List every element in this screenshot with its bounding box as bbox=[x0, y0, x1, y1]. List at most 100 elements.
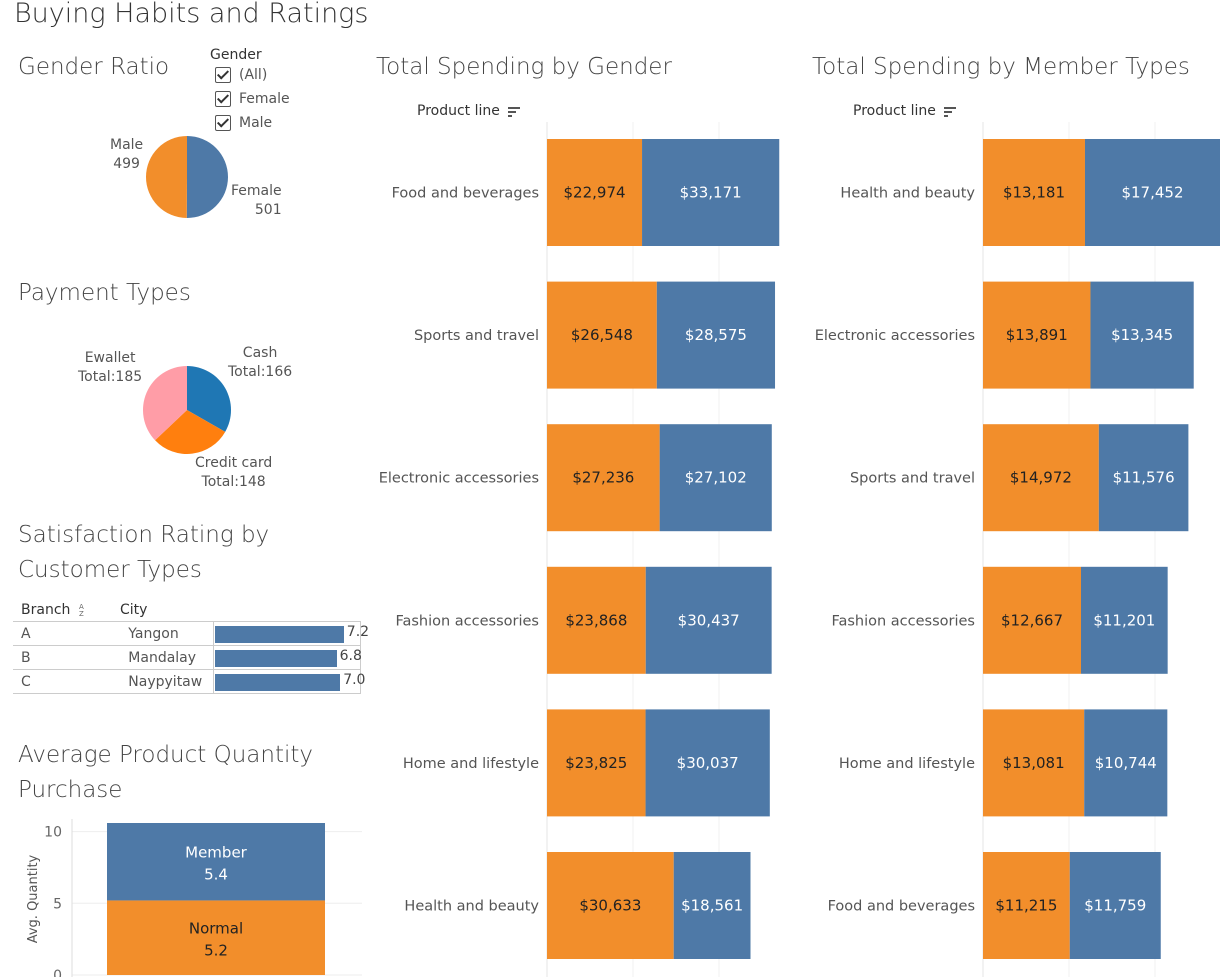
filter-option-all[interactable]: (All) bbox=[215, 63, 320, 87]
bar-segment-orange[interactable] bbox=[547, 709, 646, 817]
svg-text:Z: Z bbox=[79, 610, 84, 617]
bar-segment-orange[interactable] bbox=[983, 424, 1099, 532]
checkbox-checked-icon[interactable] bbox=[215, 67, 231, 83]
pie-label-female: Female 501 bbox=[231, 183, 282, 218]
pie-slice-credit-card[interactable] bbox=[155, 410, 226, 454]
pie-label-name: Female bbox=[231, 183, 282, 199]
rating-bar[interactable] bbox=[214, 650, 337, 667]
pie-label-value: Total:185 bbox=[78, 369, 143, 385]
column-header-city: City bbox=[120, 602, 148, 618]
city-cell: Naypyitaw bbox=[120, 669, 214, 694]
category-label: Electronic accessories bbox=[379, 471, 539, 487]
spending-gender-title: Total Spending by Gender bbox=[376, 54, 672, 80]
sort-az-icon[interactable]: A Z bbox=[79, 603, 87, 617]
rating-bar[interactable] bbox=[214, 626, 344, 643]
category-label: Electronic accessories bbox=[815, 328, 975, 344]
segment-value: 5.2 bbox=[204, 942, 228, 960]
data-label: $30,437 bbox=[678, 611, 740, 629]
category-label: Health and beauty bbox=[404, 899, 539, 915]
bar-segment-blue[interactable] bbox=[1081, 566, 1168, 674]
bar-segment-orange[interactable] bbox=[983, 281, 1091, 389]
sort-descending-icon[interactable] bbox=[944, 106, 957, 117]
pie-slice-female[interactable] bbox=[186, 136, 228, 218]
bar-segment-blue[interactable] bbox=[1098, 424, 1189, 532]
branch-cell: A bbox=[13, 621, 121, 646]
pie-label-value: 501 bbox=[254, 202, 282, 218]
sort-descending-icon[interactable] bbox=[508, 106, 521, 117]
data-label: $22,974 bbox=[564, 184, 626, 202]
y-tick-label: 10 bbox=[44, 825, 62, 841]
data-label: $33,171 bbox=[680, 184, 742, 202]
pie-label-ewallet: Ewallet Total:185 bbox=[78, 350, 142, 385]
bar-segment-orange[interactable] bbox=[983, 566, 1082, 674]
data-label: $10,744 bbox=[1095, 754, 1157, 772]
category-header-label: Product line bbox=[417, 103, 500, 119]
y-tick-label: 0 bbox=[53, 968, 62, 977]
spending-member-title: Total Spending by Member Types bbox=[812, 54, 1190, 80]
data-label: $11,215 bbox=[995, 897, 1057, 915]
avg-quantity-title: Average Product Quantity Purchase bbox=[18, 742, 313, 803]
category-label: Health and beauty bbox=[840, 186, 975, 202]
bar-segment-orange[interactable] bbox=[547, 424, 660, 532]
data-label: $27,236 bbox=[572, 469, 634, 487]
quantity-bar-normal[interactable] bbox=[107, 900, 325, 975]
bar-segment-orange[interactable] bbox=[983, 852, 1070, 959]
pie-label-cash: Cash Total:166 bbox=[228, 345, 292, 380]
gender-ratio-pie bbox=[145, 136, 228, 218]
pie-slice-ewallet[interactable] bbox=[142, 366, 187, 441]
branch-cell: C bbox=[13, 669, 121, 694]
bar-segment-blue[interactable] bbox=[1084, 709, 1168, 817]
checkbox-checked-icon[interactable] bbox=[215, 91, 231, 107]
bar-segment-blue[interactable] bbox=[1069, 852, 1161, 959]
bar-segment-orange[interactable] bbox=[547, 852, 674, 959]
data-label: $11,576 bbox=[1113, 469, 1175, 487]
bar-segment-blue[interactable] bbox=[659, 424, 772, 532]
product-line-header[interactable]: Product line bbox=[853, 103, 957, 119]
bar-segment-orange[interactable] bbox=[547, 139, 643, 246]
bar-segment-blue[interactable] bbox=[1084, 139, 1220, 246]
column-header-branch[interactable]: Branch A Z bbox=[21, 602, 87, 618]
rating-cell: 7.2 bbox=[212, 621, 369, 646]
bar-segment-blue[interactable] bbox=[656, 281, 776, 389]
filter-option-label: (All) bbox=[239, 67, 268, 83]
gender-filter: Gender (All) Female Male bbox=[210, 47, 320, 133]
bar-segment-blue[interactable] bbox=[1090, 281, 1194, 389]
data-label: $26,548 bbox=[571, 326, 633, 344]
pie-label-credit-card: Credit card Total:148 bbox=[195, 455, 272, 490]
bar-segment-orange[interactable] bbox=[983, 139, 1085, 246]
bar-segment-orange[interactable] bbox=[983, 709, 1085, 817]
table-row: A Yangon 7.2 bbox=[13, 621, 369, 646]
pie-slice-male[interactable] bbox=[145, 136, 187, 218]
category-label: Food and beverages bbox=[828, 899, 975, 915]
data-label: $18,561 bbox=[681, 897, 743, 915]
gender-filter-title: Gender bbox=[210, 47, 262, 63]
bar-segment-blue[interactable] bbox=[645, 709, 770, 817]
pie-label-male: Male 499 bbox=[110, 137, 143, 172]
data-label: $14,972 bbox=[1010, 469, 1072, 487]
table-row: C Naypyitaw 7.0 bbox=[13, 669, 365, 694]
filter-option-label: Female bbox=[239, 91, 290, 107]
quantity-bar-member[interactable] bbox=[107, 823, 325, 901]
category-label: Home and lifestyle bbox=[839, 756, 975, 772]
bar-segment-blue[interactable] bbox=[642, 139, 780, 246]
data-label: $13,181 bbox=[1003, 184, 1065, 202]
data-label: $23,825 bbox=[565, 754, 627, 772]
pie-slice-cash[interactable] bbox=[187, 366, 231, 432]
rating-bar[interactable] bbox=[214, 674, 341, 691]
bar-segment-blue[interactable] bbox=[645, 566, 772, 674]
filter-option-male[interactable]: Male bbox=[215, 111, 320, 133]
spending-member-chart: Health and beauty $13,181 $17,452 Electroni… bbox=[815, 122, 1220, 977]
data-label: $12,667 bbox=[1001, 611, 1063, 629]
checkbox-checked-icon[interactable] bbox=[215, 115, 231, 131]
product-line-header[interactable]: Product line bbox=[417, 103, 521, 119]
pie-label-value: 499 bbox=[113, 156, 140, 172]
category-label: Sports and travel bbox=[850, 471, 975, 487]
filter-option-female[interactable]: Female bbox=[215, 87, 320, 111]
category-label: Home and lifestyle bbox=[403, 756, 539, 772]
bar-segment-orange[interactable] bbox=[547, 566, 646, 674]
bar-segment-orange[interactable] bbox=[547, 281, 657, 389]
category-label: Sports and travel bbox=[414, 328, 539, 344]
category-label: Fashion accessories bbox=[831, 613, 975, 629]
rating-cell: 7.0 bbox=[212, 669, 365, 694]
bar-segment-blue[interactable] bbox=[673, 852, 751, 959]
